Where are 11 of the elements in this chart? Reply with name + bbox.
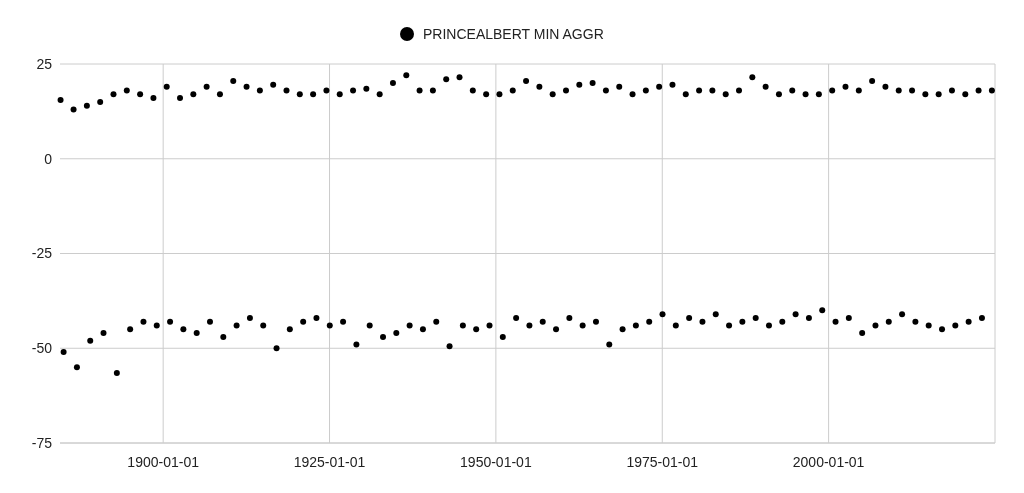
y-tick-label: 25 — [36, 55, 53, 72]
legend-label: PRINCEALBERT MIN AGGR — [423, 25, 604, 42]
x-tick-label: 1925-01-01 — [293, 454, 366, 470]
x-tick-label: 2000-01-01 — [792, 454, 865, 470]
y-tick-label: 0 — [44, 150, 53, 167]
y-tick-label: -75 — [31, 434, 53, 451]
x-tick-label: 1950-01-01 — [460, 454, 532, 470]
x-tick-label: 1975-01-01 — [626, 454, 699, 470]
y-tick-label: -50 — [31, 340, 53, 357]
y-tick-label: -25 — [31, 245, 53, 262]
x-tick-label: 1900-01-01 — [127, 454, 200, 470]
